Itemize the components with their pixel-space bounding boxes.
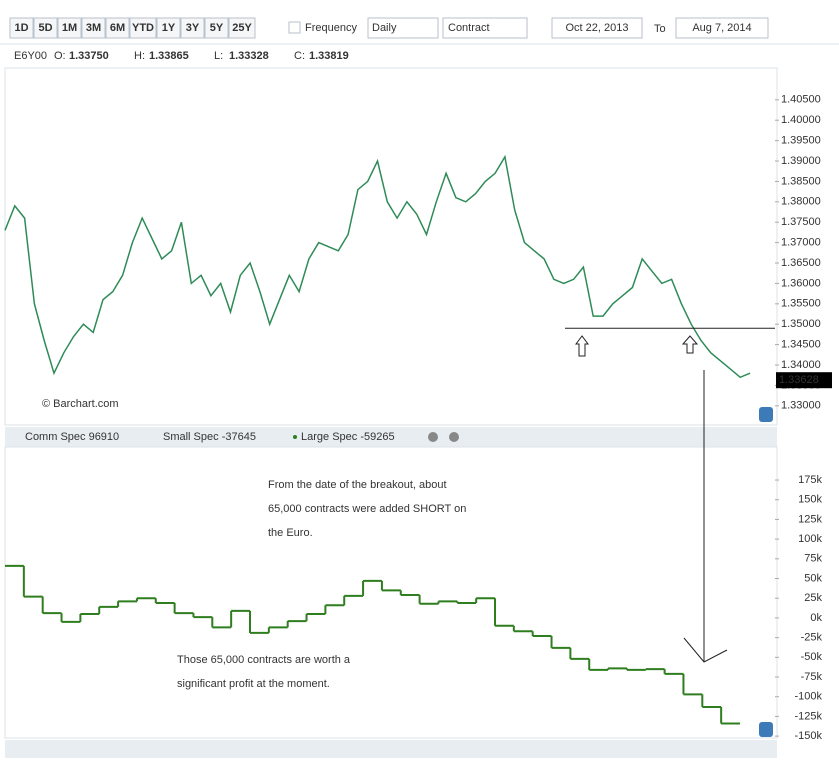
quote-field: L:: [214, 50, 223, 62]
to-label: To: [654, 23, 666, 35]
period-label: 5Y: [210, 22, 224, 34]
period-button[interactable]: [33, 17, 58, 39]
quote-value: 1.33819: [309, 50, 349, 62]
pointer-head: [683, 637, 728, 663]
legend-dot: [293, 435, 297, 439]
period-label: 3Y: [186, 22, 200, 34]
annotation: the Euro.: [268, 527, 313, 539]
y-tick-label: 1.38000: [781, 196, 821, 208]
y-tick-label: 1.39000: [781, 155, 821, 167]
y-tick-label: -25k: [801, 632, 823, 644]
arrow-up: [575, 335, 589, 357]
mode-select[interactable]: [442, 17, 528, 39]
legend-entry: Small Spec -37645: [163, 431, 256, 443]
y-tick-label: 1.40500: [781, 94, 821, 106]
last-value-label: 1.33628: [779, 374, 819, 386]
y-tick-label: 175k: [798, 474, 822, 486]
y-tick-label: 150k: [798, 494, 822, 506]
quote-value: 1.33865: [149, 50, 189, 62]
period-label: 25Y: [232, 22, 252, 34]
settings-icon[interactable]: [428, 432, 438, 442]
y-tick-label: 1.34500: [781, 339, 821, 351]
y-tick-label: 25k: [804, 592, 822, 604]
y-tick-label: 100k: [798, 533, 822, 545]
last-value-box: [776, 372, 832, 389]
y-tick-label: 1.36000: [781, 277, 821, 289]
y-tick-label: -100k: [794, 691, 822, 703]
price-panel: [4, 67, 778, 426]
quote-value: 1.33328: [229, 50, 269, 62]
legend-entry: Large Spec -59265: [301, 431, 395, 443]
legend-entry: Comm Spec 96910: [25, 431, 119, 443]
period-label: 1M: [62, 22, 77, 34]
quote-field: O:: [54, 50, 66, 62]
annotation: From the date of the breakout, about: [268, 479, 447, 491]
mode-value: Contract: [448, 22, 490, 34]
date-value: Oct 22, 2013: [566, 22, 629, 34]
y-tick-label: 50k: [804, 572, 822, 584]
y-tick-label: -75k: [801, 671, 823, 683]
y-tick-label: 1.33000: [781, 400, 821, 412]
chart-layer: 1D 5D 1M 3M 6M YTD 1Y 3Y 5Y 25Y Frequency Daily Cont…: [4, 17, 832, 742]
annotation: significant profit at the moment.: [177, 678, 330, 690]
y-tick-label: 0k: [810, 612, 822, 624]
y-tick-label: 1.38500: [781, 175, 821, 187]
date-input[interactable]: [675, 17, 769, 39]
period-button[interactable]: [57, 17, 82, 39]
period-button[interactable]: [228, 17, 256, 39]
period-label: YTD: [132, 22, 154, 34]
symbol: E6Y00: [14, 50, 47, 62]
y-tick-label: 1.37000: [781, 237, 821, 249]
period-label: 1D: [14, 22, 28, 34]
credit: © Barchart.com: [42, 398, 119, 410]
annotation: Those 65,000 contracts are worth a: [177, 654, 351, 666]
frequency-value: Daily: [372, 22, 397, 34]
date-input[interactable]: [551, 17, 643, 39]
y-tick-label: -50k: [801, 651, 823, 663]
quote-field: C:: [294, 50, 305, 62]
y-tick-label: 75k: [804, 553, 822, 565]
bottom-bar: [5, 740, 777, 758]
close-icon[interactable]: [449, 432, 459, 442]
y-tick-label: 1.34000: [781, 359, 821, 371]
period-button[interactable]: [129, 17, 157, 39]
price-line: [4, 154, 751, 379]
period-button[interactable]: [9, 17, 34, 39]
y-tick-label: -125k: [794, 710, 822, 722]
period-label: 6M: [110, 22, 125, 34]
period-label: 1Y: [162, 22, 176, 34]
scroll-button[interactable]: [759, 722, 773, 737]
period-button[interactable]: [180, 17, 205, 39]
period-button[interactable]: [156, 17, 181, 39]
period-button[interactable]: [105, 17, 130, 39]
period-button[interactable]: [204, 17, 229, 39]
frequency-label: Frequency: [305, 22, 357, 34]
scroll-button[interactable]: [759, 407, 773, 422]
y-tick-label: 1.40000: [781, 114, 821, 126]
frequency-select[interactable]: [367, 17, 439, 39]
legend-bar: [5, 427, 777, 447]
quote-field: H:: [134, 50, 145, 62]
checkbox[interactable]: [288, 21, 301, 34]
y-tick-label: 1.39500: [781, 135, 821, 147]
y-tick-label: 1.35000: [781, 318, 821, 330]
annotation: 65,000 contracts were added SHORT on: [268, 503, 466, 515]
y-tick-label: -150k: [794, 730, 822, 742]
y-tick-label: 1.37500: [781, 216, 821, 228]
quote-value: 1.33750: [69, 50, 109, 62]
period-button[interactable]: [81, 17, 106, 39]
date-value: Aug 7, 2014: [692, 22, 751, 34]
y-tick-label: 125k: [798, 513, 822, 525]
y-tick-label: 1.35500: [781, 298, 821, 310]
period-label: 5D: [38, 22, 52, 34]
arrow-up: [681, 335, 699, 354]
cot-panel: [4, 446, 778, 739]
y-tick-label: 1.36500: [781, 257, 821, 269]
period-label: 3M: [86, 22, 101, 34]
